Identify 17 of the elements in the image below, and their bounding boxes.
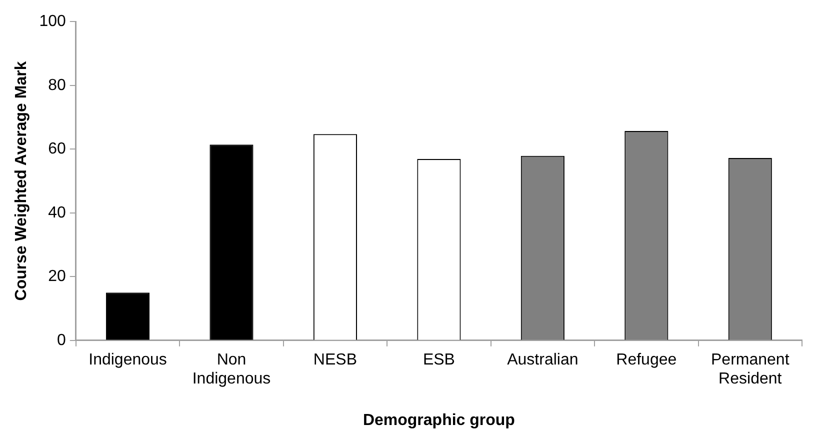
bar (106, 292, 150, 340)
y-tick-label: 60 (48, 140, 66, 158)
y-tick-label: 100 (39, 13, 66, 30)
x-tick-label: Non Indigenous (192, 351, 271, 388)
x-tick-label: NESB (313, 351, 358, 368)
x-tick-label: ESB (422, 351, 455, 368)
y-tick-label: 0 (56, 332, 66, 349)
x-tick-label: Permanent Resident (711, 351, 790, 388)
x-tick-label: Indigenous (88, 351, 167, 368)
x-tick-label: Australian (507, 351, 578, 368)
y-tick-label: 80 (48, 76, 66, 94)
y-axis-title: Course Weighted Average Mark (13, 61, 30, 301)
bar (210, 144, 254, 340)
x-axis-title: Demographic group (362, 412, 516, 429)
y-tick-label: 20 (48, 268, 66, 286)
y-tick-label: 40 (48, 204, 66, 222)
x-tick-label: Refugee (616, 351, 677, 368)
